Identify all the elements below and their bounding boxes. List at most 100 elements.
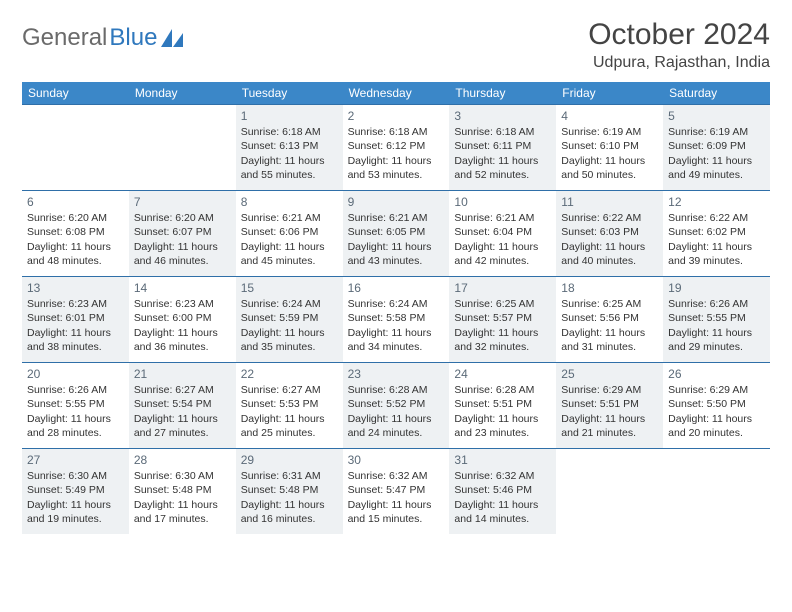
day-number: 20: [27, 366, 124, 382]
sunset-text: Sunset: 6:02 PM: [668, 225, 765, 239]
daylight-text: Daylight: 11 hours and 23 minutes.: [454, 412, 551, 440]
day-number: 1: [241, 108, 338, 124]
sunrise-text: Sunrise: 6:25 AM: [454, 297, 551, 311]
daylight-text: Daylight: 11 hours and 52 minutes.: [454, 154, 551, 182]
calendar-cell: 5Sunrise: 6:19 AMSunset: 6:09 PMDaylight…: [663, 104, 770, 190]
sunrise-text: Sunrise: 6:26 AM: [668, 297, 765, 311]
sunset-text: Sunset: 5:57 PM: [454, 311, 551, 325]
sunrise-text: Sunrise: 6:29 AM: [668, 383, 765, 397]
month-title: October 2024: [588, 18, 770, 52]
day-number: 6: [27, 194, 124, 210]
sunset-text: Sunset: 6:09 PM: [668, 139, 765, 153]
day-number: 17: [454, 280, 551, 296]
day-number: 16: [348, 280, 445, 296]
calendar-cell: 25Sunrise: 6:29 AMSunset: 5:51 PMDayligh…: [556, 362, 663, 448]
sunrise-text: Sunrise: 6:27 AM: [241, 383, 338, 397]
calendar-cell: 12Sunrise: 6:22 AMSunset: 6:02 PMDayligh…: [663, 190, 770, 276]
sunrise-text: Sunrise: 6:20 AM: [27, 211, 124, 225]
daylight-text: Daylight: 11 hours and 27 minutes.: [134, 412, 231, 440]
daylight-text: Daylight: 11 hours and 42 minutes.: [454, 240, 551, 268]
sunset-text: Sunset: 5:59 PM: [241, 311, 338, 325]
day-number: 26: [668, 366, 765, 382]
calendar-cell: 13Sunrise: 6:23 AMSunset: 6:01 PMDayligh…: [22, 276, 129, 362]
sunset-text: Sunset: 5:49 PM: [27, 483, 124, 497]
sunrise-text: Sunrise: 6:30 AM: [27, 469, 124, 483]
sunrise-text: Sunrise: 6:21 AM: [454, 211, 551, 225]
dow-header: Tuesday: [236, 82, 343, 104]
title-block: October 2024 Udpura, Rajasthan, India: [588, 18, 770, 72]
sunrise-text: Sunrise: 6:31 AM: [241, 469, 338, 483]
daylight-text: Daylight: 11 hours and 16 minutes.: [241, 498, 338, 526]
sunrise-text: Sunrise: 6:23 AM: [134, 297, 231, 311]
calendar-cell-empty: [556, 448, 663, 534]
sunrise-text: Sunrise: 6:24 AM: [241, 297, 338, 311]
calendar-cell: 18Sunrise: 6:25 AMSunset: 5:56 PMDayligh…: [556, 276, 663, 362]
sunrise-text: Sunrise: 6:18 AM: [241, 125, 338, 139]
calendar-cell: 11Sunrise: 6:22 AMSunset: 6:03 PMDayligh…: [556, 190, 663, 276]
dow-header: Monday: [129, 82, 236, 104]
day-number: 19: [668, 280, 765, 296]
header: GeneralBlue October 2024 Udpura, Rajasth…: [22, 18, 770, 72]
calendar-cell: 15Sunrise: 6:24 AMSunset: 5:59 PMDayligh…: [236, 276, 343, 362]
calendar-cell: 31Sunrise: 6:32 AMSunset: 5:46 PMDayligh…: [449, 448, 556, 534]
calendar-cell: 21Sunrise: 6:27 AMSunset: 5:54 PMDayligh…: [129, 362, 236, 448]
dow-header: Saturday: [663, 82, 770, 104]
day-number: 12: [668, 194, 765, 210]
sunset-text: Sunset: 5:48 PM: [241, 483, 338, 497]
day-number: 29: [241, 452, 338, 468]
daylight-text: Daylight: 11 hours and 50 minutes.: [561, 154, 658, 182]
calendar-cell: 28Sunrise: 6:30 AMSunset: 5:48 PMDayligh…: [129, 448, 236, 534]
daylight-text: Daylight: 11 hours and 29 minutes.: [668, 326, 765, 354]
daylight-text: Daylight: 11 hours and 25 minutes.: [241, 412, 338, 440]
sunrise-text: Sunrise: 6:21 AM: [348, 211, 445, 225]
day-number: 23: [348, 366, 445, 382]
day-number: 25: [561, 366, 658, 382]
sunrise-text: Sunrise: 6:24 AM: [348, 297, 445, 311]
daylight-text: Daylight: 11 hours and 46 minutes.: [134, 240, 231, 268]
day-number: 5: [668, 108, 765, 124]
logo: GeneralBlue: [22, 18, 183, 52]
calendar-cell: 8Sunrise: 6:21 AMSunset: 6:06 PMDaylight…: [236, 190, 343, 276]
daylight-text: Daylight: 11 hours and 31 minutes.: [561, 326, 658, 354]
calendar-cell: 27Sunrise: 6:30 AMSunset: 5:49 PMDayligh…: [22, 448, 129, 534]
calendar-cell: 29Sunrise: 6:31 AMSunset: 5:48 PMDayligh…: [236, 448, 343, 534]
day-number: 11: [561, 194, 658, 210]
day-number: 21: [134, 366, 231, 382]
sunset-text: Sunset: 6:07 PM: [134, 225, 231, 239]
day-number: 30: [348, 452, 445, 468]
daylight-text: Daylight: 11 hours and 35 minutes.: [241, 326, 338, 354]
daylight-text: Daylight: 11 hours and 38 minutes.: [27, 326, 124, 354]
daylight-text: Daylight: 11 hours and 32 minutes.: [454, 326, 551, 354]
day-number: 14: [134, 280, 231, 296]
sunset-text: Sunset: 5:54 PM: [134, 397, 231, 411]
calendar-cell: 10Sunrise: 6:21 AMSunset: 6:04 PMDayligh…: [449, 190, 556, 276]
calendar-cell: 20Sunrise: 6:26 AMSunset: 5:55 PMDayligh…: [22, 362, 129, 448]
day-number: 24: [454, 366, 551, 382]
calendar-cell: 26Sunrise: 6:29 AMSunset: 5:50 PMDayligh…: [663, 362, 770, 448]
calendar-cell: 30Sunrise: 6:32 AMSunset: 5:47 PMDayligh…: [343, 448, 450, 534]
logo-sail-icon: [161, 29, 183, 47]
calendar-grid: SundayMondayTuesdayWednesdayThursdayFrid…: [22, 82, 770, 534]
day-number: 9: [348, 194, 445, 210]
sunset-text: Sunset: 6:12 PM: [348, 139, 445, 153]
sunrise-text: Sunrise: 6:29 AM: [561, 383, 658, 397]
sunrise-text: Sunrise: 6:26 AM: [27, 383, 124, 397]
calendar-cell: 14Sunrise: 6:23 AMSunset: 6:00 PMDayligh…: [129, 276, 236, 362]
daylight-text: Daylight: 11 hours and 15 minutes.: [348, 498, 445, 526]
daylight-text: Daylight: 11 hours and 19 minutes.: [27, 498, 124, 526]
sunrise-text: Sunrise: 6:32 AM: [454, 469, 551, 483]
sunset-text: Sunset: 6:08 PM: [27, 225, 124, 239]
calendar-cell: 3Sunrise: 6:18 AMSunset: 6:11 PMDaylight…: [449, 104, 556, 190]
dow-header: Thursday: [449, 82, 556, 104]
sunrise-text: Sunrise: 6:22 AM: [668, 211, 765, 225]
calendar-cell: 9Sunrise: 6:21 AMSunset: 6:05 PMDaylight…: [343, 190, 450, 276]
sunset-text: Sunset: 5:47 PM: [348, 483, 445, 497]
sunrise-text: Sunrise: 6:19 AM: [561, 125, 658, 139]
daylight-text: Daylight: 11 hours and 28 minutes.: [27, 412, 124, 440]
sunrise-text: Sunrise: 6:25 AM: [561, 297, 658, 311]
calendar-cell: 2Sunrise: 6:18 AMSunset: 6:12 PMDaylight…: [343, 104, 450, 190]
calendar-cell-empty: [129, 104, 236, 190]
daylight-text: Daylight: 11 hours and 43 minutes.: [348, 240, 445, 268]
sunset-text: Sunset: 6:13 PM: [241, 139, 338, 153]
sunset-text: Sunset: 5:46 PM: [454, 483, 551, 497]
